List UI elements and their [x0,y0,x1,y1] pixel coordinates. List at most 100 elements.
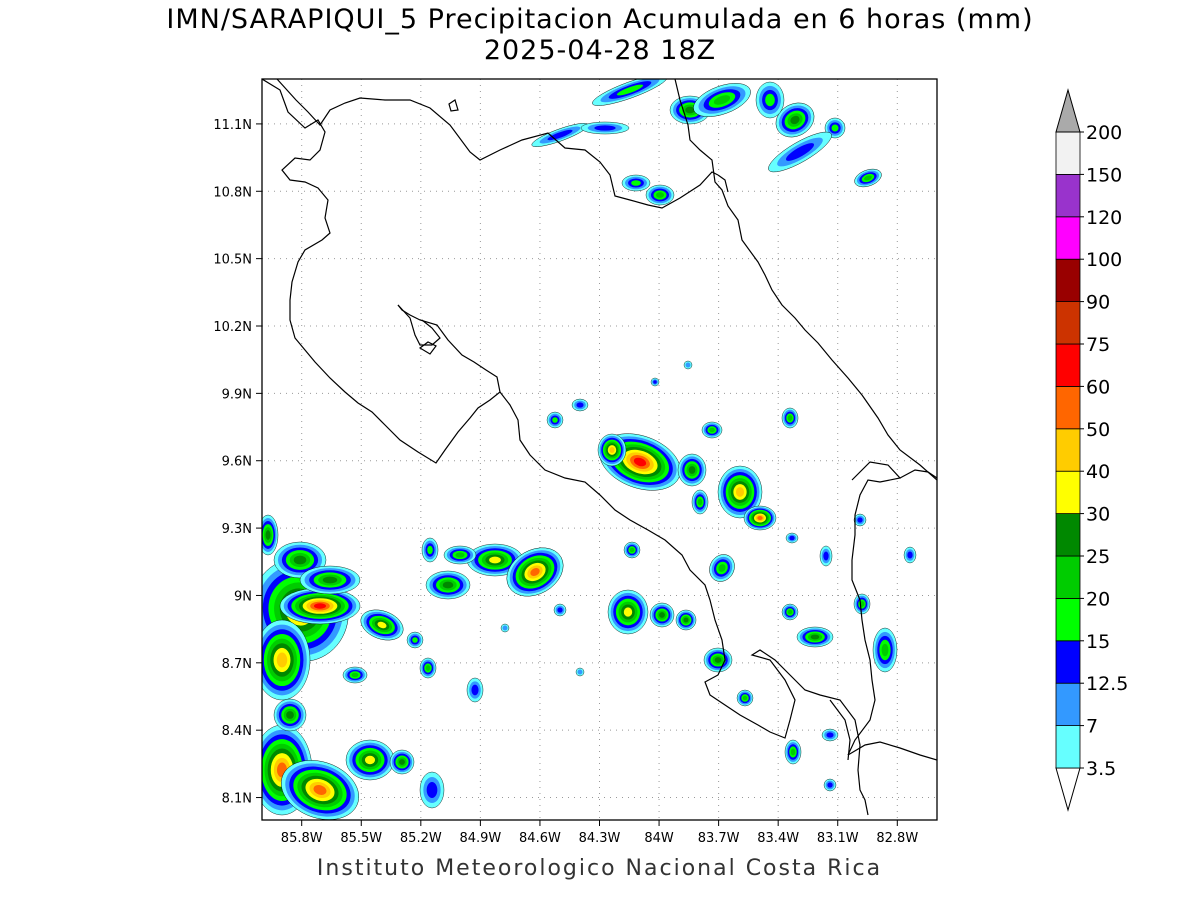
precip-cell [903,546,917,564]
lon-label: 82.8W [876,831,918,846]
colorbar-swatch [1055,343,1081,387]
precip-cell [677,453,707,487]
footer-credit: Instituto Meteorologico Nacional Costa R… [316,856,883,881]
precip-cell [784,739,802,765]
precip-cell [623,541,641,559]
precip-cell [419,771,445,809]
lon-label: 83.1W [817,831,859,846]
lon-label: 84.6W [519,831,561,846]
lat-label: 10.8N [213,185,252,200]
caribbean-coast [674,79,937,481]
precip-cell [703,647,733,673]
colorbar-label: 100 [1086,249,1122,271]
lat-label: 8.1N [222,792,252,807]
precip-cell [645,184,675,206]
precip-cell [823,778,837,792]
precip-cell [709,554,735,582]
title-line-2: 2025-04-28 18Z [483,35,717,66]
latitude-labels: 11.1N 10.8N 10.5N 10.2N 9.9N 9.6N 9.3N 9N 8.7N 8.… [213,118,252,807]
colorbar-swatch [1055,301,1081,345]
colorbar-swatch [1055,428,1081,472]
lake-island [448,99,459,112]
panama-caribbean-coast [899,469,937,479]
plot-frame [261,78,938,821]
colorbar-label: 25 [1086,546,1110,568]
precip-cell [466,543,524,577]
lon-label: 85.8W [281,831,323,846]
lon-label: 83.7W [698,831,740,846]
precip-cell [785,532,799,544]
colorbar-label: 40 [1086,461,1110,483]
precip-cell [853,513,867,527]
precip-cell [781,603,799,621]
precip-cell [650,377,660,387]
lat-label: 8.4N [222,724,252,739]
precipitation-field [262,79,917,820]
precip-cell [854,168,882,188]
precip-cell [281,760,359,820]
precip-cell [781,407,799,429]
precip-cell [553,603,567,617]
colorbar-swatch [1055,173,1081,218]
colorbar-label: 15 [1086,631,1110,653]
colorbar-label: 90 [1086,292,1110,314]
colorbar-swatch [1055,555,1081,599]
precip-cell [389,749,415,775]
colorbar-swatch [1055,470,1081,515]
colorbar-label: 3.5 [1086,758,1116,780]
precip-cell [575,667,585,677]
colorbar-label: 150 [1086,164,1122,186]
title-line-1: IMN/SARAPIQUI_5 Precipitacion Acumulada … [166,4,1034,35]
gulf-island [418,341,437,355]
panama-border [847,461,902,756]
precip-cell [425,570,471,600]
precip-cell [607,589,649,635]
precip-cell [273,698,307,732]
colorbar-swatch [1055,216,1081,260]
osa-peninsula [829,699,851,761]
colorbar-label: 50 [1086,419,1110,441]
map-grid [256,79,937,826]
colorbar-swatch [1055,131,1081,175]
nicoya-gulf-inner [397,304,441,346]
nicaragua-border-lake-shore [276,79,719,209]
lat-label: 9.6N [222,455,252,470]
precip-cell [546,411,564,429]
precip-cell [872,627,898,673]
central-pacific-coast [499,391,869,816]
colorbar-swatch [1055,513,1081,557]
precip-cell [506,547,564,597]
colorbar-label: 120 [1086,207,1122,229]
precip-cell [406,631,424,649]
precip-cell [683,360,693,370]
precip-cell [743,505,777,531]
colorbar-label: 12.5 [1086,673,1128,695]
lat-label: 9N [234,589,252,604]
precip-cell [649,602,675,628]
lat-label: 8.7N [222,657,252,672]
lon-label: 84.9W [459,831,501,846]
lon-label: 84.3W [579,831,621,846]
precip-cell [571,398,589,412]
precip-cell [621,174,651,192]
colorbar-swatch [1055,258,1081,303]
coastlines-borders [262,79,937,816]
pacific-coast-guanacaste [262,79,501,464]
colorbar-legend: 3.5 7 12.5 15 20 25 30 40 50 60 75 90 100 120 150 200 [1055,88,1128,812]
colorbar-swatch [1055,640,1081,684]
longitude-labels: 85.8W 85.5W 85.2W 84.9W 84.6W 84.3W 84W 83.7W 83… [281,831,919,846]
colorbar-label: 30 [1086,504,1110,526]
precip-cell [775,102,815,138]
colorbar-top-arrow [1055,88,1081,133]
precip-cell [675,609,697,631]
precip-cell [342,666,368,684]
precip-cell [262,619,311,701]
lat-label: 10.5N [213,253,252,268]
colorbar-label: 75 [1086,334,1110,356]
precip-cell [262,514,279,556]
precip-cell [821,728,839,742]
colorbar-label: 7 [1086,716,1098,738]
precip-cell [768,131,832,173]
precip-cell [824,117,846,139]
